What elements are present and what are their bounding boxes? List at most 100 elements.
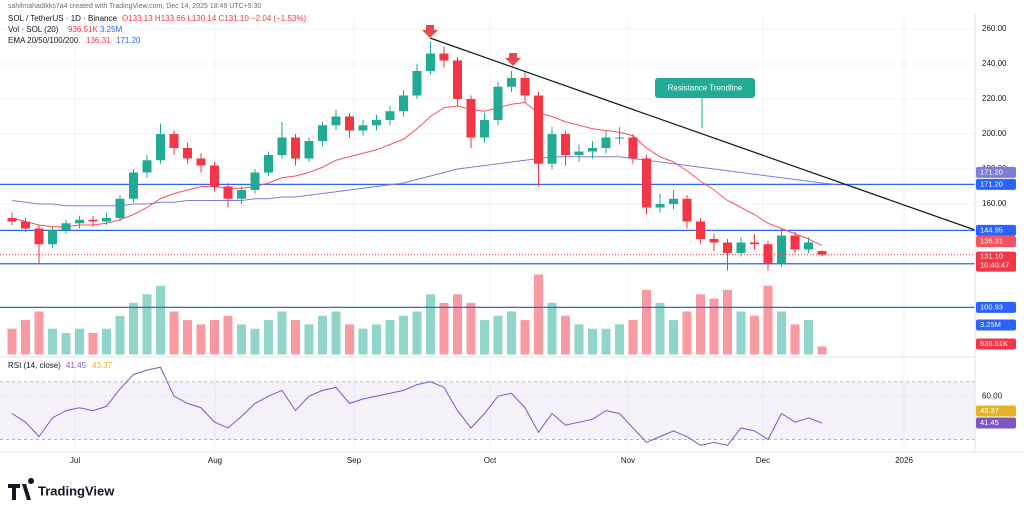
rsi-ma-label: 43.37 [980,406,999,415]
x-tick-label: Aug [208,456,222,465]
volume-bar [196,324,206,355]
countdown: 10:40:47 [980,261,1009,270]
candle-body [318,125,327,141]
candle-body [561,134,570,155]
annotation: Resistance Trendline [668,84,743,93]
volume-bar [61,333,71,355]
rsi-line [11,366,823,446]
volume-bar [561,315,570,355]
logo: TradingView [38,483,115,498]
volume-bar [291,320,300,355]
volume-ma-label-box [976,319,1016,331]
volume-bar [156,285,165,355]
candle-body [223,186,233,199]
candle-body [642,158,651,208]
ema-label: 171.20 [980,167,1003,176]
volume-bar [34,311,44,355]
arrow [505,53,521,66]
volume-bar [345,324,354,355]
level-label-box [976,301,1016,313]
volume-bar [466,302,476,355]
volume-bar [817,346,827,355]
volume-bar [696,294,705,355]
candle-body [426,53,435,71]
candle-body [385,111,395,120]
candle-body [345,116,354,131]
y-tick-label: 60.00 [982,391,1003,400]
x-tick-label: Sep [347,456,362,465]
candle-body [75,219,84,224]
volume-bar [669,320,678,355]
candle-body [817,251,827,255]
candle-body [615,137,624,139]
candle-body [574,151,584,155]
volume-bar [75,328,84,355]
volume-bar [21,320,30,355]
candle-body [88,219,98,222]
candle-body [34,228,44,245]
candle-body [102,218,111,222]
volume-ma-label: 3.25M [980,320,1001,329]
candle-body [628,137,638,159]
candle-body [453,60,462,99]
volume-bar [763,285,773,355]
level-label: 171.20 [980,179,1003,188]
volume-bar [385,320,395,355]
candle-body [237,190,246,199]
volume-bar [628,320,638,355]
ema-value: 171.20 [116,36,141,45]
ohlc-text: O133.13 H133.66 L130.14 C131.10 −2.04 (−… [122,14,306,23]
volume-bar [655,302,665,355]
candle-body [588,148,597,152]
volume-bar [304,324,314,355]
volume-bar [183,320,192,355]
candle-body [763,244,773,264]
candle-body [736,242,746,253]
last-price-box [976,251,1016,272]
ema-line [11,101,823,246]
volume-bar [88,333,98,355]
candle-body [291,137,300,159]
candle-body [520,78,530,96]
candle-body [682,198,692,222]
candle-body [183,148,192,159]
volume-name: Vol · SOL (20) [8,25,59,34]
candle-body [277,137,287,155]
volume-bar [682,311,692,355]
candle-body [142,160,152,173]
symbol: SOL / TetherUS · 1D · Binance [8,14,117,23]
volume-bar [588,328,597,355]
volume-bar [804,320,813,355]
y-tick-label: 200.00 [982,129,1007,138]
volume-bar [250,328,260,355]
volume-bar [412,311,422,355]
candle-body [129,172,138,199]
y-tick-label: 260.00 [982,24,1007,33]
volume-bar [601,328,611,355]
candle-body [399,95,408,112]
volume-bar [102,328,111,355]
volume-bar [48,328,57,355]
volume-bar [237,324,246,355]
rsi-label-box [976,417,1016,429]
candle-body [655,204,665,208]
candle-body [264,155,273,173]
volume-bar [264,320,273,355]
volume-bar [723,290,732,355]
volume-bar [777,311,786,355]
candle-body [7,218,17,222]
volume-label-box [976,338,1016,350]
volume-bar [642,290,651,355]
candle-body [601,137,611,148]
candle-body [696,221,705,239]
x-tick-label: Nov [621,456,635,465]
volume-bar [615,324,624,355]
volume-bar [790,324,800,355]
plot [0,41,975,446]
candle-body [777,235,786,264]
candle-body [534,95,543,164]
arrow [422,25,438,38]
candle-body [331,116,341,126]
volume-bar [750,315,759,355]
